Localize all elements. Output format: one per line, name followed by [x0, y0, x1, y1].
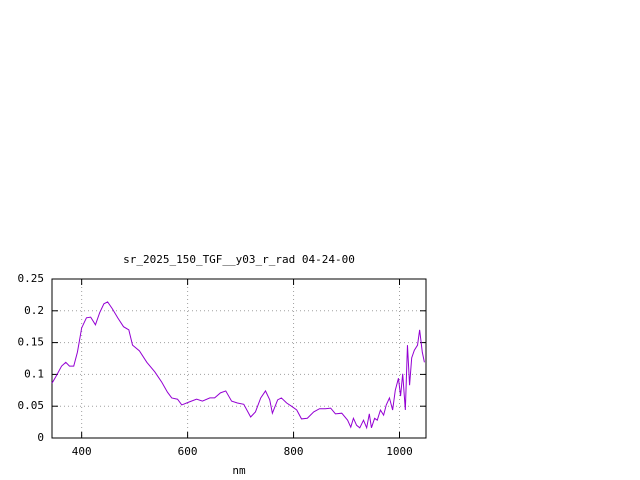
- x-tick-label: 400: [72, 445, 92, 458]
- x-tick-label: 800: [284, 445, 304, 458]
- y-tick-label: 0.05: [18, 399, 45, 412]
- y-tick-label: 0.1: [24, 367, 44, 380]
- y-tick-label: 0: [37, 431, 44, 444]
- data-line: [51, 301, 425, 430]
- plot-border: [51, 278, 427, 439]
- y-tick-label: 0.25: [18, 272, 45, 285]
- x-axis-label: nm: [232, 464, 246, 477]
- x-tick-label: 600: [178, 445, 198, 458]
- x-tick-label: 1000: [386, 445, 413, 458]
- y-tick-label: 0.15: [18, 336, 45, 349]
- chart-title: sr_2025_150_TGF__y03_r_rad 04-24-00: [123, 253, 355, 266]
- y-tick-label: 0.2: [24, 304, 44, 317]
